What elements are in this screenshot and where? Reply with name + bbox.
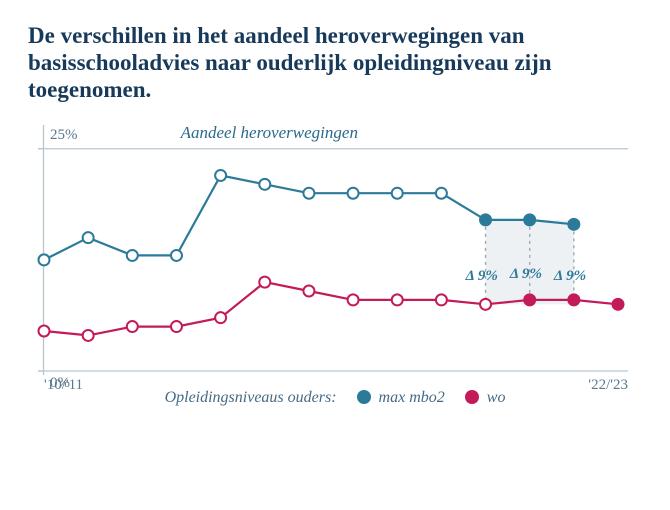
chart: Aandeel heroverwegingen 25% 0% '10/'11 '… (28, 121, 628, 381)
delta-label-2: Δ 9% (554, 268, 586, 285)
delta-label-0: Δ 9% (466, 268, 498, 285)
legend-swatch-0 (357, 390, 371, 404)
delta-label-1: Δ 9% (510, 266, 542, 283)
page-title: De verschillen in het aandeel heroverweg… (28, 22, 642, 103)
legend-label-0: max mbo2 (379, 389, 445, 406)
chart-subtitle: Aandeel heroverwegingen (181, 123, 358, 143)
legend-label-1: wo (487, 389, 506, 406)
x-axis-label-first: '10/'11 (44, 377, 83, 394)
legend-swatch-1 (465, 390, 479, 404)
x-axis-label-last: '22/'23 (588, 377, 628, 394)
legend: Opleidingsniveaus ouders: max mbo2 wo (28, 389, 642, 407)
legend-prefix: Opleidingsniveaus ouders: (165, 389, 337, 406)
chart-svg (28, 121, 628, 381)
y-axis-label-25: 25% (50, 127, 78, 144)
